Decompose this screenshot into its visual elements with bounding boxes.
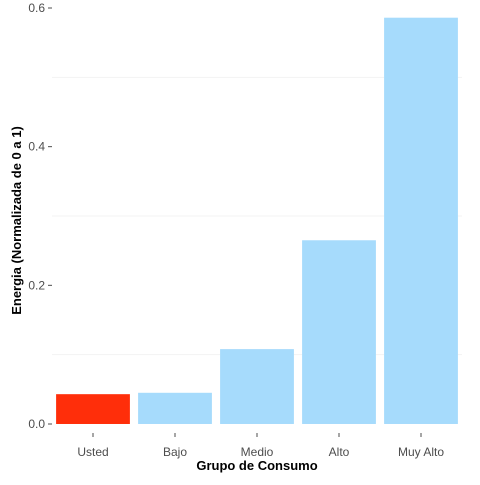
- y-tick-label: 0.4: [28, 140, 45, 154]
- y-tick-label: 0.2: [28, 278, 45, 292]
- y-axis: 0.0 0.2 0.4 0.6: [28, 1, 52, 431]
- x-tick-label: Muy Alto: [398, 445, 444, 459]
- y-tick-label: 0.0: [28, 417, 45, 431]
- x-tick-label: Usted: [77, 445, 108, 459]
- bar-medio: [220, 349, 294, 424]
- x-tick-label: Bajo: [163, 445, 187, 459]
- x-tick-label: Alto: [329, 445, 350, 459]
- x-axis-title: Grupo de Consumo: [196, 458, 317, 473]
- bar-alto: [302, 240, 376, 424]
- x-axis: Usted Bajo Medio Alto Muy Alto: [77, 433, 444, 459]
- bars-layer: [56, 17, 458, 424]
- y-axis-title: Energia (Normalizada de 0 a 1): [9, 126, 24, 315]
- bar-bajo: [138, 392, 212, 424]
- x-tick-label: Medio: [241, 445, 274, 459]
- bar-usted: [56, 394, 130, 424]
- bar-muy-alto: [384, 17, 458, 424]
- y-tick-label: 0.6: [28, 1, 45, 15]
